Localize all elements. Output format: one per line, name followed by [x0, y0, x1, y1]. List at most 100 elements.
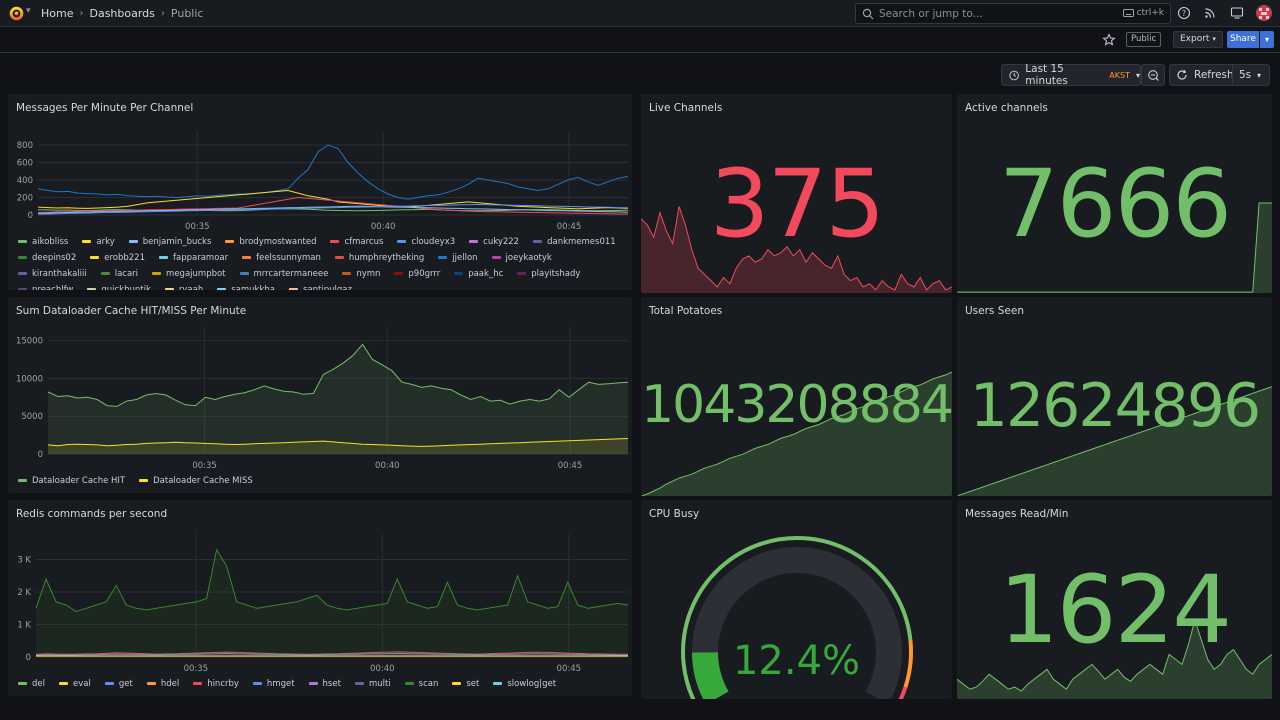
- logo-caret-icon[interactable]: ▾: [26, 6, 31, 16]
- legend-item[interactable]: slowlog|get: [493, 678, 556, 689]
- legend-label: playitshady: [531, 268, 581, 279]
- refresh-button[interactable]: Refresh 5s ▾: [1169, 64, 1270, 86]
- legend-item[interactable]: brodymostwanted: [225, 236, 316, 247]
- rss-news-icon[interactable]: [1203, 6, 1217, 20]
- panel-title[interactable]: Messages Read/Min: [965, 508, 1069, 520]
- series-line[interactable]: [35, 652, 628, 656]
- legend-item[interactable]: arky: [82, 236, 115, 247]
- legend-item[interactable]: multi: [354, 678, 391, 689]
- series-line[interactable]: [37, 203, 629, 215]
- legend-item[interactable]: erobb221: [90, 252, 145, 263]
- legend-item[interactable]: dankmemes011: [533, 236, 616, 247]
- series-line[interactable]: [35, 651, 629, 655]
- panel-dataloader-cache[interactable]: Sum Dataloader Cache HIT/MISS Per Minute…: [8, 297, 632, 493]
- legend-item[interactable]: ryaah: [164, 284, 203, 290]
- kiosk-monitor-icon[interactable]: [1230, 6, 1244, 20]
- legend-item[interactable]: santipulgaz: [288, 284, 352, 290]
- panel-active-channels[interactable]: Active channels 7666: [957, 94, 1272, 293]
- series-line[interactable]: [37, 205, 629, 214]
- legend-item[interactable]: megajumpbot: [152, 268, 226, 279]
- help-icon[interactable]: ?: [1177, 6, 1191, 20]
- legend-item[interactable]: feelssunnyman: [242, 252, 321, 263]
- legend-item[interactable]: cfmarcus: [330, 236, 383, 247]
- legend-item[interactable]: quickhuntik: [87, 284, 151, 290]
- legend-item[interactable]: paak_hc: [454, 268, 503, 279]
- legend-item[interactable]: lacari: [100, 268, 138, 279]
- legend-label: dankmemes011: [547, 236, 616, 247]
- legend-item[interactable]: eval: [59, 678, 91, 689]
- legend-item[interactable]: mrrcartermaneee: [239, 268, 328, 279]
- panel-cpu-busy[interactable]: CPU Busy 12.4%: [641, 500, 952, 699]
- user-avatar[interactable]: [1256, 5, 1272, 21]
- legend-item[interactable]: samukkha: [217, 284, 275, 290]
- legend-swatch: [18, 288, 27, 290]
- legend-item[interactable]: hdel: [146, 678, 179, 689]
- legend-item[interactable]: hincrby: [193, 678, 239, 689]
- series-line[interactable]: [35, 548, 629, 613]
- series-line[interactable]: [47, 438, 629, 447]
- legend-item[interactable]: get: [104, 678, 133, 689]
- search-input[interactable]: Search or jump to... ctrl+k: [855, 3, 1171, 24]
- legend-item[interactable]: benjamin_bucks: [128, 236, 211, 247]
- grafana-logo-icon[interactable]: [8, 5, 25, 22]
- legend-item[interactable]: preachlfw: [18, 284, 73, 290]
- messages-per-minute-chart[interactable]: 0 200 400 600 800 00:35 00:40 00:45: [8, 94, 632, 290]
- legend-item[interactable]: Dataloader Cache MISS: [139, 475, 253, 486]
- zoom-out-button[interactable]: [1141, 64, 1165, 86]
- breadcrumb-dashboards[interactable]: Dashboards: [89, 7, 155, 20]
- legend-item[interactable]: p90grrr: [394, 268, 440, 279]
- breadcrumb-home[interactable]: Home: [41, 7, 74, 20]
- legend-item[interactable]: deepins02: [18, 252, 76, 263]
- panel-title[interactable]: Live Channels: [649, 102, 723, 114]
- legend-item[interactable]: Dataloader Cache HIT: [18, 475, 125, 486]
- legend-item[interactable]: playitshady: [517, 268, 580, 279]
- export-button[interactable]: Export ▾: [1173, 31, 1223, 48]
- panel-title[interactable]: Sum Dataloader Cache HIT/MISS Per Minute: [16, 305, 247, 317]
- x-tick-label: 00:35: [184, 664, 209, 674]
- legend-item[interactable]: nymn: [342, 268, 380, 279]
- panel-live-channels[interactable]: Live Channels 375: [641, 94, 952, 293]
- series-line[interactable]: [37, 196, 629, 215]
- time-range-picker[interactable]: Last 15 minutes AKST ▾: [1001, 63, 1141, 87]
- dataloader-cache-chart[interactable]: 0 5000 10000 15000 00:35 00:40 00:45: [8, 297, 632, 493]
- legend-item[interactable]: hset: [308, 678, 341, 689]
- svg-text:?: ?: [1182, 9, 1186, 18]
- legend-swatch: [404, 682, 414, 685]
- legend-item[interactable]: cloudeyx3: [397, 236, 455, 247]
- panel-messages-per-minute[interactable]: Messages Per Minute Per Channel 0 200 400 6…: [8, 94, 632, 290]
- redis-commands-chart[interactable]: 0 1 K 2 K 3 K 00:35 00:40 00:45: [8, 500, 632, 696]
- panel-title[interactable]: Users Seen: [965, 305, 1024, 317]
- x-tick-label: 00:35: [185, 222, 210, 232]
- legend-item[interactable]: joeykaotyk: [491, 252, 552, 263]
- legend-item[interactable]: hmget: [252, 678, 295, 689]
- panel-total-potatoes[interactable]: Total Potatoes 1043208884: [641, 297, 952, 496]
- x-tick-label: 00:40: [371, 222, 396, 232]
- legend-item[interactable]: kiranthakaliii: [18, 268, 87, 279]
- panel-messages-read[interactable]: Messages Read/Min 1624: [957, 500, 1272, 699]
- panel-title[interactable]: Total Potatoes: [649, 305, 723, 317]
- panel-title[interactable]: Active channels: [965, 102, 1048, 114]
- star-favorite-icon[interactable]: [1102, 33, 1116, 47]
- legend-item[interactable]: humphreytheking: [334, 252, 424, 263]
- panel-title[interactable]: CPU Busy: [649, 508, 700, 520]
- series-line[interactable]: [47, 343, 629, 407]
- legend-label: aikobliss: [32, 236, 69, 247]
- share-button[interactable]: Share: [1227, 31, 1259, 48]
- legend-item[interactable]: jjellon: [438, 252, 478, 263]
- series-line[interactable]: [37, 144, 629, 200]
- legend-label: hmget: [266, 678, 295, 689]
- panel-title[interactable]: Messages Per Minute Per Channel: [16, 102, 194, 114]
- legend-item[interactable]: cuky222: [469, 236, 519, 247]
- panel-title[interactable]: Redis commands per second: [16, 508, 168, 520]
- top-bar: ▾ Home › Dashboards › Public Search or j…: [0, 0, 1280, 27]
- refresh-interval-select[interactable]: 5s: [1239, 69, 1252, 81]
- share-dropdown-chevron-icon[interactable]: ▾: [1260, 31, 1274, 48]
- panel-redis-commands[interactable]: Redis commands per second 0 1 K 2 K 3 K 00:3…: [8, 500, 632, 696]
- legend-item[interactable]: fapparamoar: [159, 252, 228, 263]
- legend-item[interactable]: aikobliss: [18, 236, 68, 247]
- legend-item[interactable]: scan: [404, 678, 438, 689]
- panel-users-seen[interactable]: Users Seen 12624896: [957, 297, 1272, 496]
- legend-item[interactable]: set: [452, 678, 479, 689]
- legend-item[interactable]: del: [18, 678, 45, 689]
- chevron-down-icon[interactable]: ▾: [1257, 71, 1262, 80]
